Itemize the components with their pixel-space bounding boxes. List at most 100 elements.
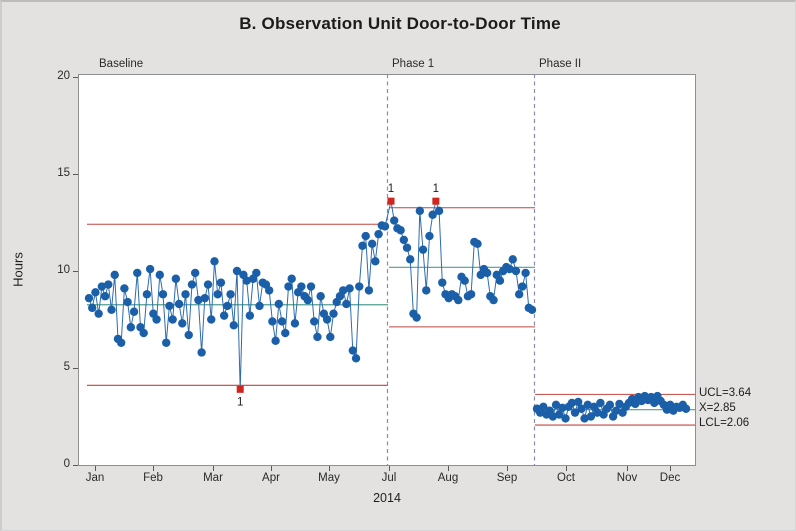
data-point bbox=[290, 319, 300, 328]
data-point bbox=[120, 284, 129, 293]
ucl-annotation: UCL=3.64 bbox=[699, 387, 752, 399]
data-point bbox=[367, 239, 377, 249]
data-point bbox=[162, 338, 171, 347]
data-point bbox=[277, 317, 287, 326]
data-point bbox=[194, 295, 203, 305]
x-tick-label: Jul bbox=[381, 472, 397, 484]
data-point bbox=[580, 414, 589, 423]
data-point bbox=[406, 255, 415, 264]
x-tick-mark bbox=[271, 466, 272, 471]
data-point bbox=[329, 309, 338, 318]
data-point bbox=[631, 399, 640, 409]
data-point bbox=[126, 323, 136, 332]
x-tick-mark bbox=[670, 466, 671, 471]
data-point bbox=[482, 268, 492, 278]
y-tick-mark bbox=[73, 271, 78, 272]
data-point bbox=[548, 412, 558, 421]
data-point bbox=[174, 299, 184, 309]
data-point bbox=[232, 266, 242, 276]
data-point bbox=[396, 226, 405, 235]
data-point bbox=[322, 315, 332, 324]
x-tick-mark bbox=[213, 466, 214, 471]
data-point bbox=[313, 332, 322, 342]
data-point bbox=[226, 290, 235, 299]
data-point bbox=[495, 276, 505, 285]
y-tick-mark bbox=[73, 465, 78, 466]
data-point bbox=[94, 309, 103, 318]
data-point bbox=[518, 282, 527, 291]
data-point bbox=[505, 264, 514, 274]
data-point bbox=[213, 290, 222, 299]
data-point bbox=[242, 276, 251, 285]
data-point bbox=[271, 336, 280, 346]
x-tick-label: May bbox=[318, 472, 340, 484]
data-point bbox=[310, 317, 319, 326]
phase-label-phase1: Phase 1 bbox=[392, 58, 435, 70]
series-connector-line bbox=[384, 201, 392, 227]
data-point bbox=[612, 406, 621, 415]
y-axis-title: Hours bbox=[10, 252, 26, 287]
data-point bbox=[681, 404, 691, 413]
data-point bbox=[650, 398, 659, 408]
data-point bbox=[345, 284, 354, 293]
data-point bbox=[514, 290, 524, 299]
data-point bbox=[316, 292, 325, 301]
data-point bbox=[466, 290, 476, 299]
y-tick-label: 0 bbox=[63, 458, 70, 470]
data-point bbox=[561, 414, 570, 423]
data-point bbox=[145, 264, 155, 274]
data-point bbox=[438, 278, 447, 287]
data-point bbox=[203, 280, 213, 289]
data-point bbox=[255, 301, 264, 311]
data-point bbox=[508, 255, 517, 264]
data-point bbox=[351, 354, 361, 363]
data-point bbox=[358, 241, 367, 250]
data-point bbox=[168, 315, 177, 324]
data-point bbox=[583, 400, 592, 410]
data-point bbox=[399, 235, 409, 245]
data-point bbox=[123, 297, 132, 307]
data-point bbox=[361, 231, 370, 241]
x-tick-mark bbox=[389, 466, 390, 471]
data-point bbox=[570, 408, 580, 417]
data-point bbox=[297, 282, 306, 291]
x-axis-title: 2014 bbox=[373, 491, 401, 505]
data-point bbox=[425, 231, 434, 241]
x-tick-label: Nov bbox=[616, 472, 638, 484]
data-point bbox=[306, 282, 316, 291]
data-point bbox=[116, 338, 126, 347]
y-tick-label: 20 bbox=[57, 70, 70, 82]
data-point bbox=[264, 286, 274, 295]
data-point bbox=[210, 257, 219, 266]
data-point bbox=[355, 282, 364, 291]
flag-annotation: 1 bbox=[433, 183, 439, 195]
data-point bbox=[274, 299, 284, 309]
data-point bbox=[551, 400, 561, 410]
data-point bbox=[178, 319, 187, 328]
xbar-annotation: X=2.85 bbox=[699, 402, 736, 414]
x-tick-mark bbox=[153, 466, 154, 471]
y-tick-mark bbox=[73, 174, 78, 175]
data-point bbox=[489, 295, 498, 305]
data-point bbox=[415, 206, 425, 216]
data-point bbox=[428, 210, 437, 219]
data-point bbox=[567, 398, 577, 408]
x-tick-mark bbox=[566, 466, 567, 471]
y-tick-label: 15 bbox=[57, 167, 70, 179]
data-point bbox=[165, 301, 174, 311]
data-point bbox=[364, 286, 374, 295]
data-point bbox=[229, 321, 238, 330]
data-point bbox=[402, 243, 412, 252]
data-point bbox=[527, 305, 537, 314]
data-point bbox=[511, 266, 521, 276]
data-point bbox=[412, 313, 421, 322]
data-point bbox=[284, 282, 293, 291]
data-point bbox=[605, 400, 615, 410]
data-point bbox=[418, 245, 428, 254]
data-point bbox=[152, 315, 161, 324]
data-point bbox=[460, 276, 469, 285]
chart-title: B. Observation Unit Door-to-Door Time bbox=[239, 14, 561, 33]
data-point bbox=[197, 348, 206, 357]
out-of-control-marker bbox=[432, 197, 440, 205]
